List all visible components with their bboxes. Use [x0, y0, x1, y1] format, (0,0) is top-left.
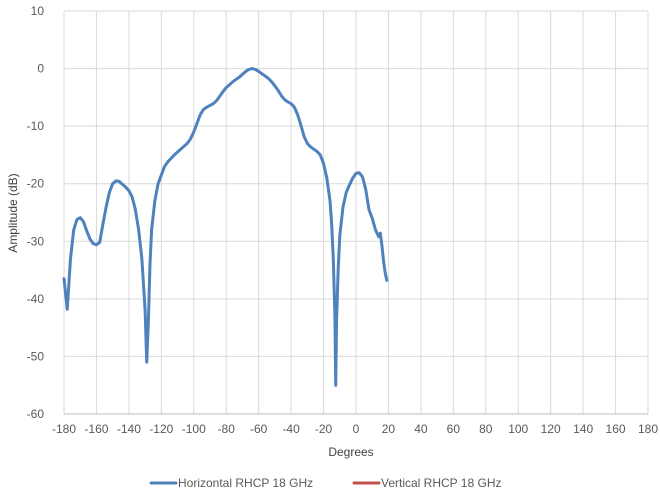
x-tick-label: -100 — [182, 422, 206, 436]
y-tick-label: 10 — [31, 4, 45, 18]
series-lines — [62, 67, 389, 387]
x-tick-label: -60 — [250, 422, 268, 436]
x-tick-label: -160 — [84, 422, 108, 436]
y-tick-label: -60 — [27, 407, 45, 421]
x-tick-label: 40 — [414, 422, 428, 436]
x-tick-label: 120 — [541, 422, 561, 436]
x-axis-title: Degrees — [328, 445, 373, 459]
y-tick-label: -20 — [27, 177, 45, 191]
y-tick-label: -50 — [27, 349, 45, 363]
x-tick-label: -40 — [282, 422, 300, 436]
grid — [63, 10, 649, 415]
x-tick-label: 60 — [447, 422, 461, 436]
series-line-0 — [62, 67, 389, 387]
x-tick-label: -180 — [52, 422, 76, 436]
x-tick-label: 140 — [573, 422, 593, 436]
y-tick-label: -40 — [27, 292, 45, 306]
y-tick-label: -10 — [27, 119, 45, 133]
x-tick-label: 20 — [382, 422, 396, 436]
y-tick-labels: 10 0 -10 -20 -30 -40 -50 -60 — [27, 4, 45, 421]
legend-label-horizontal: Horizontal RHCP 18 GHz — [178, 476, 313, 490]
y-tick-label: -30 — [27, 234, 45, 248]
x-tick-labels: -180 -160 -140 -120 -100 -80 -60 -40 -20 0 20 40 60 8… — [52, 422, 658, 436]
x-tick-label: 100 — [508, 422, 528, 436]
y-tick-label: 0 — [37, 62, 44, 76]
y-axis-title: Amplitude (dB) — [6, 173, 20, 252]
x-tick-label: -20 — [315, 422, 333, 436]
x-tick-label: 0 — [353, 422, 360, 436]
x-tick-label: 160 — [606, 422, 626, 436]
legend-label-vertical: Vertical RHCP 18 GHz — [381, 476, 502, 490]
x-tick-label: -120 — [149, 422, 173, 436]
x-tick-label: 80 — [479, 422, 493, 436]
x-tick-label: 180 — [638, 422, 658, 436]
x-tick-label: -80 — [218, 422, 236, 436]
x-tick-label: -140 — [117, 422, 141, 436]
legend: Horizontal RHCP 18 GHz Vertical RHCP 18 … — [149, 476, 502, 490]
